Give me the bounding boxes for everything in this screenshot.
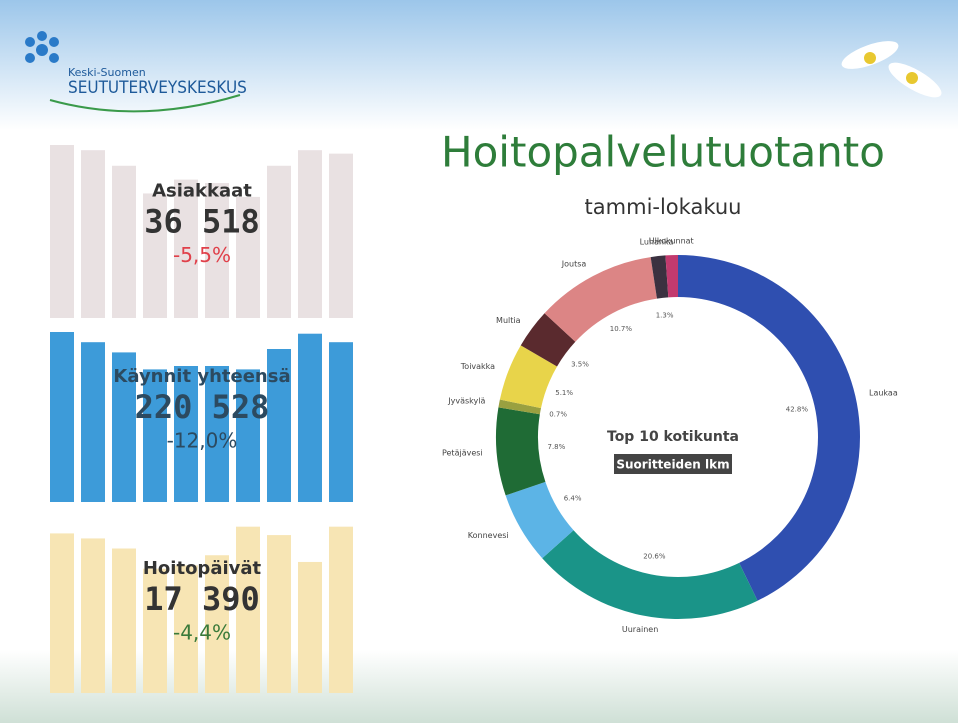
center-title: Top 10 kotikunta	[607, 429, 739, 445]
decor-bar	[329, 342, 353, 502]
logo-large: SEUTUTERVEYSKESKUS	[68, 78, 247, 98]
value-label: 1.3%	[656, 312, 674, 320]
kpi-value: 220 528	[135, 388, 270, 426]
category-label: Petäjävesi	[442, 448, 483, 457]
decor-bar	[50, 533, 74, 693]
kpi-label: Käynnit yhteensä	[113, 366, 290, 387]
decor-bar	[329, 527, 353, 693]
chart-subtitle: tammi-lokakuu	[585, 195, 742, 219]
chart-title: Hoitopalvelutuotanto	[441, 128, 885, 177]
kpi-label: Asiakkaat	[152, 181, 252, 202]
value-label: 3.5%	[571, 360, 589, 368]
value-label: 7.8%	[548, 443, 566, 451]
kpi-change: -12,0%	[167, 429, 238, 453]
category-label: Ulkokunnat	[649, 237, 694, 246]
decor-bar	[329, 154, 353, 318]
value-label: 20.6%	[643, 553, 666, 561]
decor-bar	[112, 549, 136, 693]
category-label: Multia	[496, 316, 521, 325]
donut-segment	[496, 407, 545, 495]
value-label: 0.7%	[549, 411, 567, 419]
decor-bar	[298, 334, 322, 502]
category-label: Toivakka	[460, 362, 495, 371]
category-label: Konnevesi	[468, 531, 509, 540]
value-label: 10.7%	[610, 325, 633, 333]
decor-bar	[298, 150, 322, 318]
decor-bar	[81, 150, 105, 318]
category-label: Jyväskylä	[447, 396, 485, 405]
decor-bar	[81, 538, 105, 693]
center-subtitle: Suoritteiden lkm	[616, 458, 729, 472]
category-label: Joutsa	[561, 259, 587, 268]
kpi-change: -4,4%	[173, 621, 231, 645]
category-label: Uurainen	[622, 625, 658, 634]
value-label: 6.4%	[564, 494, 582, 502]
decor-bar	[112, 166, 136, 318]
decor-bar	[81, 342, 105, 502]
decor-bar	[50, 145, 74, 318]
kpi-label: Hoitopäivät	[143, 558, 262, 579]
kpi-value: 17 390	[144, 580, 260, 618]
decor-bar	[50, 332, 74, 502]
category-label: Laukaa	[869, 389, 898, 398]
decor-bar	[298, 562, 322, 693]
value-label: 42.8%	[786, 406, 809, 414]
kpi-change: -5,5%	[173, 243, 231, 267]
slide: Keski-Suomen SEUTUTERVEYSKESKUS Asiakkaa…	[0, 0, 958, 723]
decor-bar	[267, 535, 291, 693]
kpi-value: 36 518	[144, 203, 260, 241]
decor-bar	[267, 166, 291, 318]
value-label: 5.1%	[555, 389, 573, 397]
